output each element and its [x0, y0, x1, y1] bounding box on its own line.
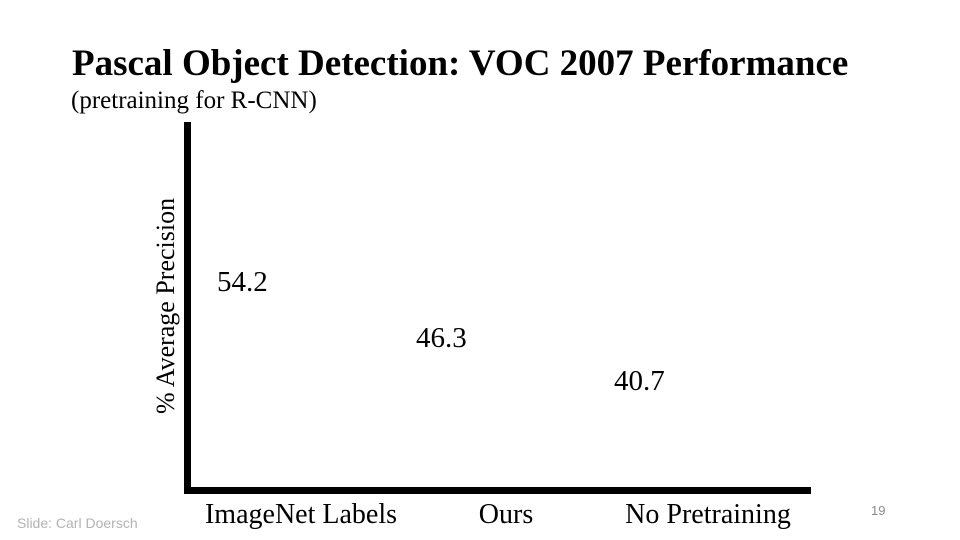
- data-value-label-ours: 46.3: [416, 322, 467, 354]
- data-value-label-no-pretraining: 40.7: [614, 365, 665, 397]
- slide-title: Pascal Object Detection: VOC 2007 Perfor…: [72, 43, 849, 84]
- chart-y-axis-line: [184, 122, 191, 494]
- page-number: 19: [871, 503, 886, 518]
- slide-subtitle: (pretraining for R-CNN): [71, 87, 317, 114]
- x-category-label-ours: Ours: [478, 499, 534, 530]
- chart-x-axis-line: [184, 487, 811, 494]
- x-category-label-no-pretraining: No Pretraining: [625, 499, 791, 530]
- x-category-label-imagenet: ImageNet Labels: [204, 499, 398, 530]
- data-value-label-imagenet: 54.2: [217, 266, 268, 298]
- slide-credit: Slide: Carl Doersch: [17, 515, 138, 531]
- chart-y-axis-label: % Average Precision: [151, 197, 180, 414]
